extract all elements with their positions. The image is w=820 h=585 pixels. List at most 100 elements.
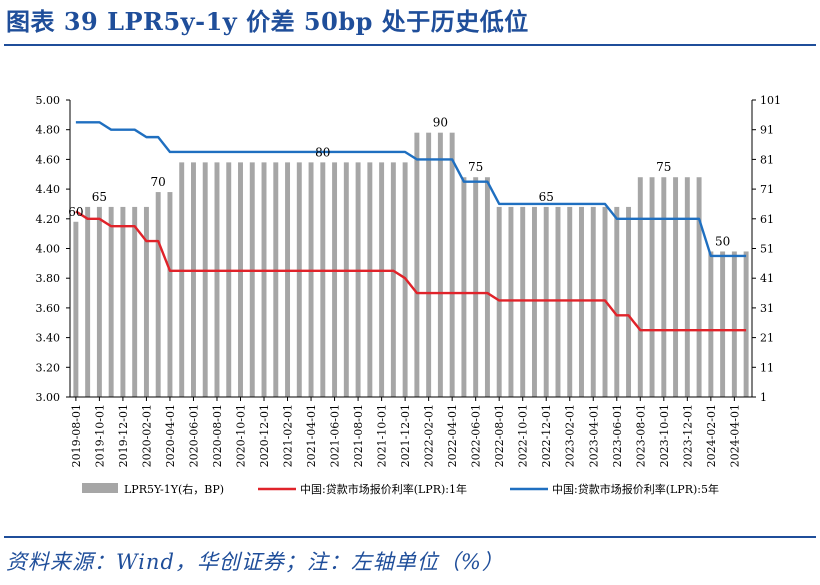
left-tick-label: 3.20 bbox=[36, 361, 61, 374]
x-tick-label: 2021-10-01 bbox=[376, 404, 389, 467]
bar-2024-01-01 bbox=[696, 177, 702, 397]
bar-2020-02-01 bbox=[143, 206, 149, 397]
bar-2022-09-01 bbox=[508, 206, 514, 397]
bar-2023-06-01 bbox=[614, 206, 620, 397]
bar-2021-01-01 bbox=[273, 162, 279, 397]
bar-2023-11-01 bbox=[673, 177, 679, 397]
x-tick-label: 2020-12-01 bbox=[258, 404, 271, 467]
left-tick-label: 4.20 bbox=[36, 213, 61, 226]
x-tick-label: 2022-10-01 bbox=[517, 404, 530, 467]
left-tick-label: 3.40 bbox=[36, 332, 61, 345]
bar-annotation: 60 bbox=[68, 205, 83, 219]
bar-2020-08-01 bbox=[214, 162, 220, 397]
legend-swatch-bar bbox=[82, 483, 118, 493]
bar-2023-08-01 bbox=[637, 177, 643, 397]
x-tick-label: 2020-04-01 bbox=[164, 404, 177, 467]
bar-2022-06-01 bbox=[473, 177, 479, 397]
right-tick-label: 61 bbox=[760, 213, 774, 226]
bar-2023-09-01 bbox=[649, 177, 655, 397]
bar-2019-11-01 bbox=[108, 206, 114, 397]
bar-2019-10-01 bbox=[96, 206, 102, 397]
bar-2019-09-01 bbox=[85, 206, 91, 397]
bar-2022-01-01 bbox=[414, 132, 420, 398]
x-tick-label: 2023-06-01 bbox=[611, 404, 624, 467]
x-tick-label: 2020-06-01 bbox=[187, 404, 200, 467]
axes: 3.00 3.20 3.40 3.60 3.80 4.00 4.20 4.40 4.60 4.80… bbox=[36, 94, 782, 467]
left-tick-label: 3.60 bbox=[36, 302, 61, 315]
bar-annotation: 75 bbox=[468, 160, 483, 174]
right-tick-label: 41 bbox=[760, 272, 774, 285]
bar-2023-10-01 bbox=[661, 177, 667, 397]
bar-2020-11-01 bbox=[249, 162, 255, 397]
left-tick-label: 4.00 bbox=[36, 243, 61, 256]
right-tick-label: 21 bbox=[760, 332, 774, 345]
x-tick-label: 2024-02-01 bbox=[705, 404, 718, 467]
bar-annotation: 65 bbox=[539, 190, 554, 204]
legend: LPR5Y-1Y(右，BP) 中国:贷款市场报价利率(LPR):1年 中国:贷款市场… bbox=[82, 482, 719, 496]
right-tick-label: 81 bbox=[760, 153, 774, 166]
legend-label-lpr-5y: 中国:贷款市场报价利率(LPR):5年 bbox=[552, 482, 719, 496]
x-tick-label: 2022-08-01 bbox=[493, 404, 506, 467]
left-tick-label: 3.00 bbox=[36, 391, 61, 404]
bar-2024-03-01 bbox=[720, 251, 726, 397]
bar-2021-07-01 bbox=[343, 162, 349, 397]
x-tick-label: 2020-08-01 bbox=[211, 404, 224, 467]
bar-2023-07-01 bbox=[626, 206, 632, 397]
bar-2021-06-01 bbox=[332, 162, 338, 397]
chart: 3.00 3.20 3.40 3.60 3.80 4.00 4.20 4.40 4.60 4.80… bbox=[36, 94, 782, 496]
x-tick-label: 2021-06-01 bbox=[329, 404, 342, 467]
left-tick-label: 4.60 bbox=[36, 153, 61, 166]
bar-2022-07-01 bbox=[484, 177, 490, 397]
bar-2020-09-01 bbox=[226, 162, 232, 397]
left-tick-label: 4.80 bbox=[36, 124, 61, 137]
bar-annotation: 75 bbox=[656, 160, 671, 174]
footer-divider bbox=[4, 536, 816, 538]
left-tick-label: 4.40 bbox=[36, 183, 61, 196]
x-tick-label: 2019-10-01 bbox=[93, 404, 106, 467]
bar-2020-01-01 bbox=[132, 206, 138, 397]
bar-2022-11-01 bbox=[532, 206, 537, 397]
bar-2020-10-01 bbox=[238, 162, 243, 397]
x-tick-label: 2022-06-01 bbox=[470, 404, 483, 467]
bar-2022-12-01 bbox=[543, 206, 549, 397]
line-lpr-5y bbox=[75, 121, 747, 258]
x-tick-label: 2021-12-01 bbox=[399, 404, 412, 467]
bar-annotation: 90 bbox=[433, 116, 448, 130]
bar-2020-04-01 bbox=[167, 192, 173, 397]
left-tick-label: 5.00 bbox=[36, 94, 61, 107]
source-note: 资料来源：Wind，华创证券；注：左轴单位（%） bbox=[6, 550, 504, 574]
bar-2020-07-01 bbox=[202, 162, 208, 397]
legend-label-lpr-1y: 中国:贷款市场报价利率(LPR):1年 bbox=[300, 482, 467, 496]
bar-2021-09-01 bbox=[367, 162, 373, 397]
bar-2021-04-01 bbox=[308, 162, 314, 397]
bar-2023-02-01 bbox=[567, 206, 573, 397]
bar-2023-12-01 bbox=[684, 177, 690, 397]
line-series bbox=[75, 121, 747, 332]
bar-2021-05-01 bbox=[320, 162, 326, 397]
bar-2022-02-01 bbox=[426, 132, 432, 398]
x-tick-label: 2023-10-01 bbox=[658, 404, 671, 467]
bar-2024-04-01 bbox=[731, 251, 737, 397]
bar-2023-04-01 bbox=[590, 206, 596, 397]
bar-2020-12-01 bbox=[261, 162, 267, 397]
bar-2021-02-01 bbox=[285, 162, 291, 397]
x-tick-label: 2020-10-01 bbox=[235, 404, 248, 467]
bar-2021-11-01 bbox=[390, 162, 396, 397]
bar-annotation: 50 bbox=[715, 234, 730, 248]
x-tick-label: 2020-02-01 bbox=[140, 404, 153, 467]
x-tick-label: 2022-04-01 bbox=[446, 404, 459, 467]
title-divider bbox=[4, 44, 816, 46]
bar-2021-08-01 bbox=[355, 162, 361, 397]
x-tick-label: 2021-02-01 bbox=[282, 404, 295, 467]
x-tick-label: 2023-08-01 bbox=[634, 404, 647, 467]
legend-label-bar: LPR5Y-1Y(右，BP) bbox=[124, 482, 224, 496]
x-tick-label: 2022-12-01 bbox=[540, 404, 553, 467]
bar-2022-05-01 bbox=[461, 177, 467, 397]
right-tick-label: 51 bbox=[760, 243, 774, 256]
x-tick-label: 2023-02-01 bbox=[564, 404, 577, 467]
right-tick-label: 1 bbox=[760, 391, 767, 404]
right-tick-label: 31 bbox=[760, 302, 774, 315]
bar-2022-03-01 bbox=[437, 132, 443, 398]
bar-2022-10-01 bbox=[520, 206, 526, 397]
x-tick-label: 2021-04-01 bbox=[305, 404, 318, 467]
